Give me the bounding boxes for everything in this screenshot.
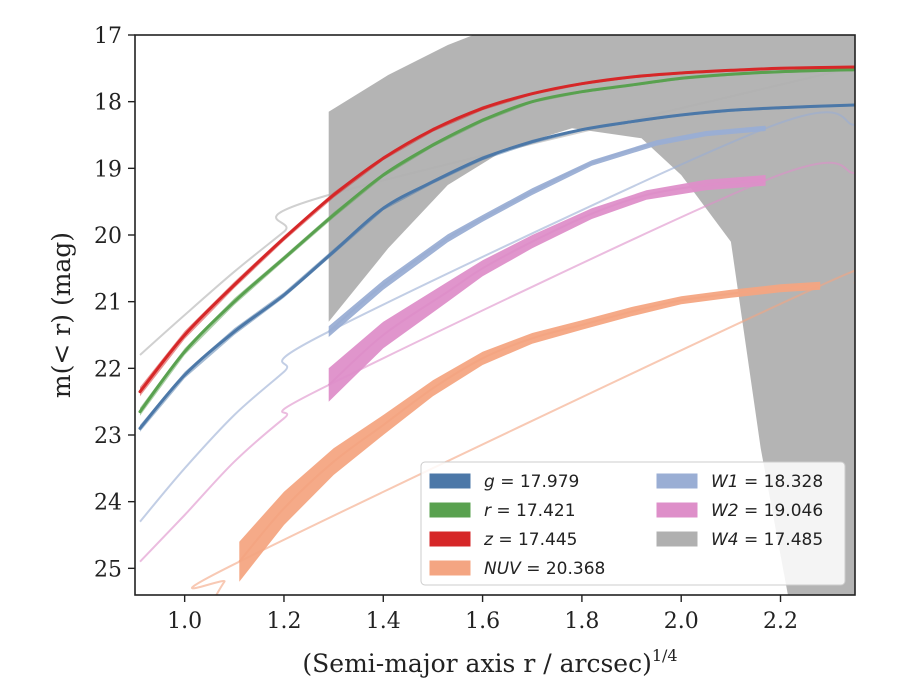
line-g bbox=[138, 103, 855, 430]
series-NUV bbox=[191, 269, 855, 595]
legend-swatch-W1 bbox=[656, 473, 698, 489]
x-tick-label: 1.6 bbox=[465, 609, 500, 634]
legend-swatch-z bbox=[429, 531, 471, 547]
legend-item-W4: W4 = 17.485 bbox=[656, 530, 823, 550]
legend-swatch-r bbox=[429, 502, 471, 518]
legend-label-W4: W4 = 17.485 bbox=[711, 530, 823, 550]
y-tick-label: 19 bbox=[94, 157, 122, 182]
legend-label-g: g = 17.979 bbox=[484, 472, 579, 492]
legend-label-r: r = 17.421 bbox=[484, 501, 576, 521]
legend-swatch-W2 bbox=[656, 502, 698, 518]
band-W4 bbox=[328, 35, 855, 595]
series-g bbox=[138, 103, 855, 432]
y-axis-title: m(< r) (mag) bbox=[47, 232, 76, 398]
legend-label-W2: W2 = 19.046 bbox=[711, 501, 823, 521]
x-tick-label: 1.0 bbox=[167, 609, 202, 634]
y-tick-label: 18 bbox=[94, 91, 122, 116]
x-axis: 1.0 1.2 1.4 1.6 1.8 2.0 2.2 bbox=[167, 595, 798, 634]
legend-box bbox=[420, 461, 846, 586]
legend-item-r: r = 17.421 bbox=[429, 501, 576, 521]
legend-swatch-W4 bbox=[656, 531, 698, 547]
x-tick-label: 1.4 bbox=[366, 609, 401, 634]
band-NUV bbox=[239, 281, 821, 582]
x-tick-label: 1.2 bbox=[266, 609, 301, 634]
legend-item-W1: W1 = 18.328 bbox=[656, 472, 823, 492]
x-tick-label: 1.8 bbox=[564, 609, 599, 634]
line-r bbox=[138, 68, 855, 414]
y-tick-label: 22 bbox=[94, 357, 122, 382]
series-z bbox=[138, 65, 855, 397]
model-NUV bbox=[191, 269, 855, 595]
x-tick-label: 2.2 bbox=[763, 609, 798, 634]
legend: g = 17.979 r = 17.421 z = 17.445 NUV = 20.3… bbox=[420, 461, 846, 586]
line-z bbox=[138, 65, 855, 394]
y-tick-label: 24 bbox=[94, 491, 122, 516]
y-tick-label: 23 bbox=[94, 424, 122, 449]
legend-swatch-g bbox=[429, 473, 471, 489]
x-tick-label: 2.0 bbox=[664, 609, 699, 634]
line-NUV bbox=[238, 284, 821, 563]
legend-item-NUV: NUV = 20.368 bbox=[429, 559, 605, 579]
legend-item-W2: W2 = 19.046 bbox=[656, 501, 823, 521]
plot-frame bbox=[134, 34, 856, 596]
legend-item-g: g = 17.979 bbox=[429, 472, 579, 492]
legend-label-NUV: NUV = 20.368 bbox=[484, 559, 605, 579]
y-tick-label: 21 bbox=[94, 291, 122, 316]
model-W2 bbox=[139, 161, 855, 563]
y-tick-label: 25 bbox=[94, 557, 122, 582]
x-axis-title: (Semi-major axis r / arcsec)1/4 bbox=[302, 646, 677, 678]
series-W1 bbox=[139, 111, 855, 523]
legend-label-z: z = 17.445 bbox=[483, 530, 577, 550]
y-axis: 17 18 19 20 21 22 23 24 25 bbox=[94, 24, 135, 582]
series-W2 bbox=[139, 161, 855, 563]
line-W1 bbox=[328, 127, 766, 333]
line-W2 bbox=[328, 179, 766, 386]
series-r bbox=[138, 68, 855, 416]
plot-area bbox=[138, 35, 855, 595]
legend-label-W1: W1 = 18.328 bbox=[711, 472, 823, 492]
y-tick-label: 20 bbox=[94, 224, 122, 249]
legend-item-z: z = 17.445 bbox=[429, 530, 577, 550]
y-tick-label: 17 bbox=[94, 24, 122, 49]
model-W1 bbox=[139, 111, 855, 523]
legend-swatch-NUV bbox=[429, 560, 471, 576]
